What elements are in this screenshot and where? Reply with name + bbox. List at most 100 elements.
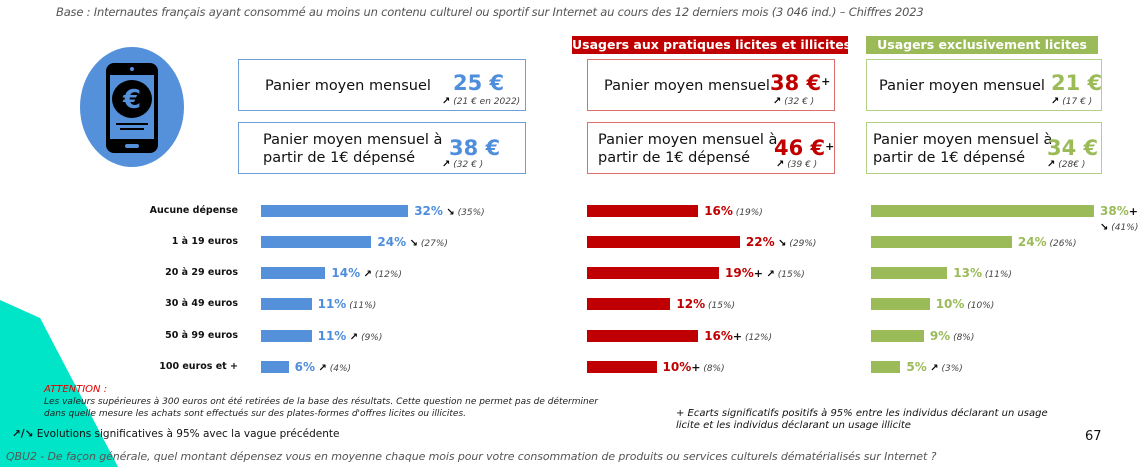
evolution-legend: ↗/↘ Evolutions significatives à 95% avec…	[12, 428, 340, 440]
bar	[261, 361, 289, 373]
box-previous: ↗ (28€ )	[1047, 159, 1086, 170]
value-text: 22%	[745, 235, 775, 249]
box-previous: ↗ (39 € )	[776, 159, 818, 170]
bar-value-label: 11% (11%)	[318, 297, 377, 313]
previous-value: (3%)	[938, 364, 963, 374]
box-label: Panier moyen mensuel	[879, 78, 1045, 94]
value-text: 13%	[953, 266, 983, 280]
previous-value: (26%)	[1046, 239, 1077, 249]
bar	[871, 298, 930, 310]
box-label: Panier moyen mensuel à partir de 1€ dépen…	[598, 132, 778, 166]
box-value: 25 €	[453, 71, 505, 95]
bar	[871, 267, 948, 279]
previous-value: (11%)	[982, 270, 1012, 280]
bar	[261, 236, 372, 248]
box-value: 34 €	[1047, 136, 1099, 160]
bar	[261, 267, 326, 279]
value-text: 11%	[317, 329, 347, 343]
category-label: 30 à 49 euros	[165, 298, 238, 309]
previous-value: (4%)	[326, 364, 352, 374]
previous-value: (12%)	[742, 333, 773, 343]
previous-value: (19%)	[732, 208, 763, 218]
bar-value-label: 9% (8%)	[930, 329, 975, 345]
bar	[587, 361, 657, 373]
box-licit-monthly: Panier moyen mensuel 21 € ↗ (17 € )	[866, 59, 1102, 111]
category-label: 100 euros et +	[159, 361, 238, 372]
up-arrow-icon: ↗	[442, 159, 451, 170]
box-label: Panier moyen mensuel à partir de 1€ dépen…	[263, 132, 443, 166]
value-text: 19%	[725, 266, 754, 280]
bar-value-label: 6% ↗ (4%)	[295, 360, 351, 376]
bar	[587, 267, 720, 279]
previous-value: (15%)	[705, 301, 736, 311]
bar-value-label: 19%+ ↗ (15%)	[725, 266, 805, 282]
box-previous: ↗ (21 € en 2022)	[442, 96, 521, 107]
bar	[261, 205, 409, 217]
value-text: 24%	[377, 235, 407, 249]
value-text: 10%	[935, 297, 965, 311]
bar	[587, 236, 740, 248]
up-arrow-icon: ↗	[1047, 159, 1056, 170]
box-all-monthly: Panier moyen mensuel 25 € ↗ (21 € en 202…	[238, 59, 526, 111]
evolution-arrows-icon: ↗/↘	[12, 428, 34, 440]
up-arrow-icon: ↗	[763, 269, 775, 280]
down-arrow-icon: ↘	[442, 207, 455, 218]
previous-value: (8%)	[950, 333, 975, 343]
attention-text: Les valeurs supérieures à 300 euros ont …	[44, 397, 598, 419]
bar	[871, 361, 901, 373]
bar-value-label: 24% ↘ (27%)	[377, 235, 448, 251]
value-text: 5%	[906, 360, 927, 374]
value-text: 14%	[331, 266, 361, 280]
down-arrow-icon: ↘	[1100, 222, 1109, 233]
category-label: 50 à 99 euros	[165, 330, 238, 341]
box-illicit-spent: Panier moyen mensuel à partir de 1€ dépen…	[587, 122, 835, 174]
box-value: 21 €	[1051, 71, 1103, 95]
bar-value-label: 11% ↗ (9%)	[318, 329, 383, 345]
box-label: Panier moyen mensuel	[265, 78, 431, 94]
value-text: 9%	[929, 329, 951, 343]
value-text: 6%	[294, 360, 315, 374]
down-arrow-icon: ↘	[406, 238, 418, 249]
up-arrow-icon: ↗	[346, 332, 359, 343]
value-text: 11%	[317, 297, 347, 311]
previous-value: (8%)	[700, 364, 725, 374]
box-previous: ↗ (17 € )	[1051, 96, 1093, 107]
bar-value-label: 10%+ (8%)	[663, 360, 725, 376]
bar	[261, 298, 312, 310]
bar-value-label: 13% (11%)	[953, 266, 1012, 282]
value-text: 24%	[1017, 235, 1047, 249]
segment-header-licit: Usagers exclusivement licites	[866, 36, 1098, 54]
box-previous: ↗ (32 € )	[773, 96, 815, 107]
previous-value: (29%)	[786, 239, 817, 249]
question-text: QBU2 - De façon générale, quel montant d…	[6, 450, 937, 463]
value-text: 32%	[414, 204, 443, 218]
up-arrow-icon: ↗	[1051, 96, 1060, 107]
page-number: 67	[1085, 429, 1102, 444]
previous-value: (12%)	[372, 270, 402, 280]
base-note: Base : Internautes français ayant consom…	[56, 5, 924, 19]
bar	[261, 330, 312, 342]
up-arrow-icon: ↗	[442, 96, 451, 107]
previous-value: (10%)	[964, 301, 995, 311]
bar	[587, 205, 699, 217]
bar-value-label: 32% ↘ (35%)	[414, 204, 485, 220]
previous-value: (11%)	[346, 301, 377, 311]
up-arrow-icon: ↗	[314, 363, 327, 374]
bar	[871, 330, 924, 342]
bar-value-label: 12% (15%)	[676, 297, 735, 313]
value-text: 12%	[676, 297, 706, 311]
box-value: 46 €+	[774, 136, 835, 160]
attention-title: ATTENTION :	[44, 384, 108, 395]
svg-text:€: €	[122, 85, 141, 115]
previous-value: (27%)	[418, 239, 448, 249]
bar-value-label: 24% (26%)	[1018, 235, 1077, 251]
significance-plus: +	[753, 267, 763, 280]
category-label: 1 à 19 euros	[171, 236, 238, 247]
value-text: 16%	[704, 329, 733, 343]
box-value: 38 €+	[770, 71, 831, 95]
bar	[871, 236, 1012, 248]
previous-value: (9%)	[358, 333, 383, 343]
box-licit-spent: Panier moyen mensuel à partir de 1€ dépen…	[866, 122, 1102, 174]
bar	[871, 205, 1095, 217]
previous-value: (15%)	[774, 270, 805, 280]
